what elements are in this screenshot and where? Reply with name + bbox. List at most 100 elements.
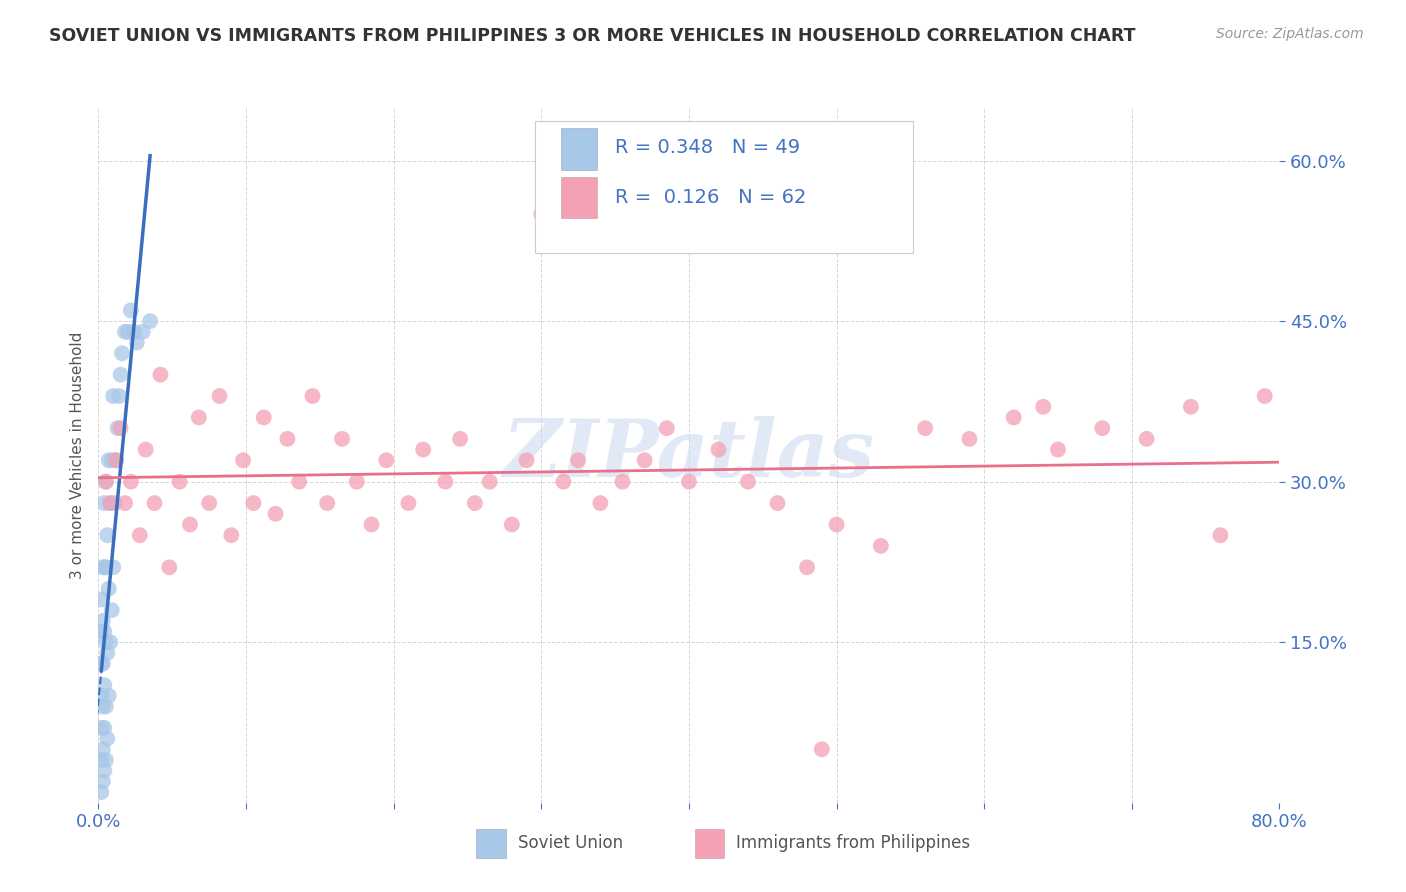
Point	[120, 475, 142, 489]
Point	[633, 453, 655, 467]
Point	[105, 453, 128, 467]
Point	[232, 453, 254, 467]
Text: Soviet Union: Soviet Union	[517, 834, 623, 852]
Point	[589, 496, 612, 510]
Point	[103, 389, 125, 403]
Point	[1180, 400, 1202, 414]
Point	[169, 475, 191, 489]
Point	[655, 421, 678, 435]
Point	[93, 678, 115, 692]
Point	[412, 442, 434, 457]
Point	[96, 528, 118, 542]
Point	[91, 774, 114, 789]
Point	[90, 657, 112, 671]
Point	[1032, 400, 1054, 414]
Point	[90, 721, 112, 735]
Point	[1091, 421, 1114, 435]
Point	[94, 753, 117, 767]
Point	[103, 560, 125, 574]
Point	[96, 646, 118, 660]
Point	[869, 539, 891, 553]
Point	[678, 475, 700, 489]
Point	[914, 421, 936, 435]
Point	[105, 453, 128, 467]
Point	[94, 699, 117, 714]
Point	[125, 335, 148, 350]
Point	[143, 496, 166, 510]
Text: Immigrants from Philippines: Immigrants from Philippines	[737, 834, 970, 852]
Point	[1254, 389, 1277, 403]
Point	[98, 635, 121, 649]
Point	[567, 453, 589, 467]
Point	[107, 421, 129, 435]
Text: R =  0.126   N = 62: R = 0.126 N = 62	[614, 188, 806, 207]
Point	[1002, 410, 1025, 425]
Point	[464, 496, 486, 510]
Point	[187, 410, 209, 425]
Point	[100, 453, 122, 467]
Point	[90, 592, 112, 607]
Point	[97, 453, 120, 467]
Point	[707, 442, 730, 457]
Y-axis label: 3 or more Vehicles in Household: 3 or more Vehicles in Household	[69, 331, 84, 579]
Point	[330, 432, 353, 446]
Point	[90, 785, 112, 799]
Point	[90, 753, 112, 767]
Point	[110, 368, 132, 382]
Point	[122, 325, 145, 339]
Point	[132, 325, 155, 339]
Point	[288, 475, 311, 489]
Point	[98, 496, 121, 510]
Text: ZIPatlas: ZIPatlas	[503, 417, 875, 493]
Text: SOVIET UNION VS IMMIGRANTS FROM PHILIPPINES 3 OR MORE VEHICLES IN HOUSEHOLD CORR: SOVIET UNION VS IMMIGRANTS FROM PHILIPPI…	[49, 27, 1136, 45]
Point	[135, 442, 157, 457]
Point	[91, 560, 114, 574]
Point	[100, 603, 122, 617]
FancyBboxPatch shape	[561, 128, 596, 169]
Point	[97, 689, 120, 703]
Point	[501, 517, 523, 532]
Point	[449, 432, 471, 446]
Point	[91, 614, 114, 628]
Point	[91, 657, 114, 671]
Point	[91, 699, 114, 714]
Point	[111, 346, 134, 360]
Point	[179, 517, 201, 532]
Point	[120, 303, 142, 318]
Point	[94, 475, 117, 489]
Point	[796, 560, 818, 574]
Point	[93, 721, 115, 735]
Point	[94, 635, 117, 649]
Point	[612, 475, 634, 489]
Point	[264, 507, 287, 521]
Point	[114, 325, 136, 339]
Point	[1046, 442, 1069, 457]
Point	[93, 624, 115, 639]
Point	[553, 475, 575, 489]
FancyBboxPatch shape	[695, 830, 724, 858]
Point	[96, 731, 118, 746]
Point	[434, 475, 457, 489]
FancyBboxPatch shape	[536, 121, 914, 253]
Point	[94, 475, 117, 489]
Point	[375, 453, 398, 467]
Point	[276, 432, 298, 446]
Point	[766, 496, 789, 510]
Point	[810, 742, 832, 756]
Point	[93, 560, 115, 574]
Point	[198, 496, 221, 510]
Point	[110, 421, 132, 435]
Point	[128, 528, 150, 542]
Point	[90, 689, 112, 703]
Point	[208, 389, 231, 403]
Point	[219, 528, 242, 542]
Point	[98, 496, 121, 510]
Point	[93, 496, 115, 510]
Point	[104, 496, 127, 510]
Point	[1135, 432, 1157, 446]
Point	[301, 389, 323, 403]
Point	[360, 517, 382, 532]
Point	[346, 475, 368, 489]
Point	[316, 496, 339, 510]
Point	[515, 453, 537, 467]
